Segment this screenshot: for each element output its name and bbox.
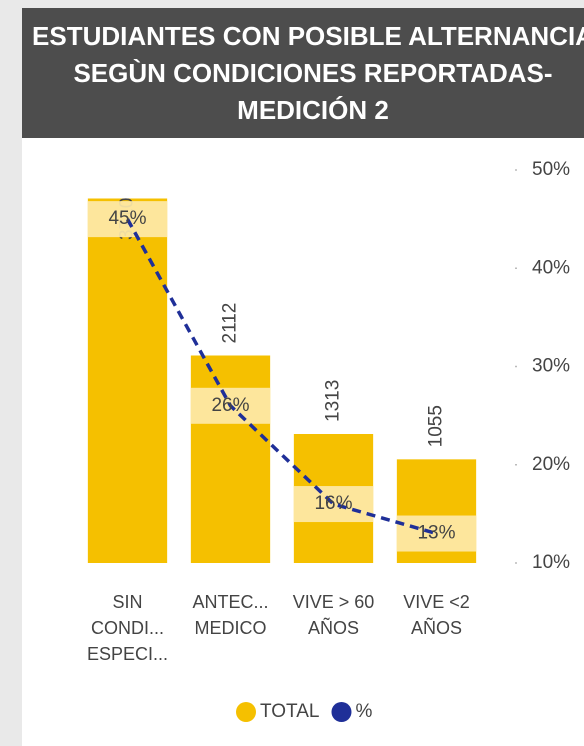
- y2-tick-label: 40%: [532, 257, 570, 278]
- bar-value-label: 1313: [323, 380, 344, 422]
- chart: 10%20%30%40%50%371021121313105545%26%16%…: [87, 159, 570, 722]
- legend-swatch: [236, 702, 256, 722]
- bar: [190, 355, 271, 563]
- bar-value-label: 1055: [426, 405, 447, 447]
- x-tick-label: SIN CONDI... ESPECI...: [86, 592, 169, 664]
- bar-value-label: 2112: [220, 303, 241, 344]
- chart-title: ESTUDIANTES CON POSIBLE ALTERNANCIA SEGÙ…: [32, 21, 584, 125]
- value-label-box: [396, 515, 477, 552]
- visual-panel: ESTUDIANTES CON POSIBLE ALTERNANCIA SEGÙ…: [22, 8, 584, 746]
- legend-label: TOTAL: [260, 701, 319, 722]
- legend-label: %: [355, 701, 372, 722]
- bar: [87, 198, 168, 563]
- y2-tick-label: 10%: [532, 552, 570, 573]
- y2-tick-label: 50%: [532, 159, 570, 180]
- title-band: ESTUDIANTES CON POSIBLE ALTERNANCIA SEGÙ…: [22, 8, 584, 138]
- line-value-label: 26%: [211, 395, 249, 416]
- y2-tick-label: 30%: [532, 356, 570, 377]
- line-value-label: 16%: [314, 493, 352, 514]
- value-label-box: [293, 486, 374, 523]
- x-tick-label: ANTEC... MEDICO: [192, 592, 269, 638]
- legend-swatch: [331, 702, 352, 722]
- line-value-label: 13%: [417, 523, 455, 544]
- line-value-label: 45%: [108, 208, 146, 229]
- x-tick-label: VIVE <2 AÑOS: [403, 592, 470, 638]
- x-tick-label: VIVE > 60 AÑOS: [292, 592, 375, 638]
- line: [125, 218, 437, 536]
- y2-tick-label: 20%: [532, 454, 570, 475]
